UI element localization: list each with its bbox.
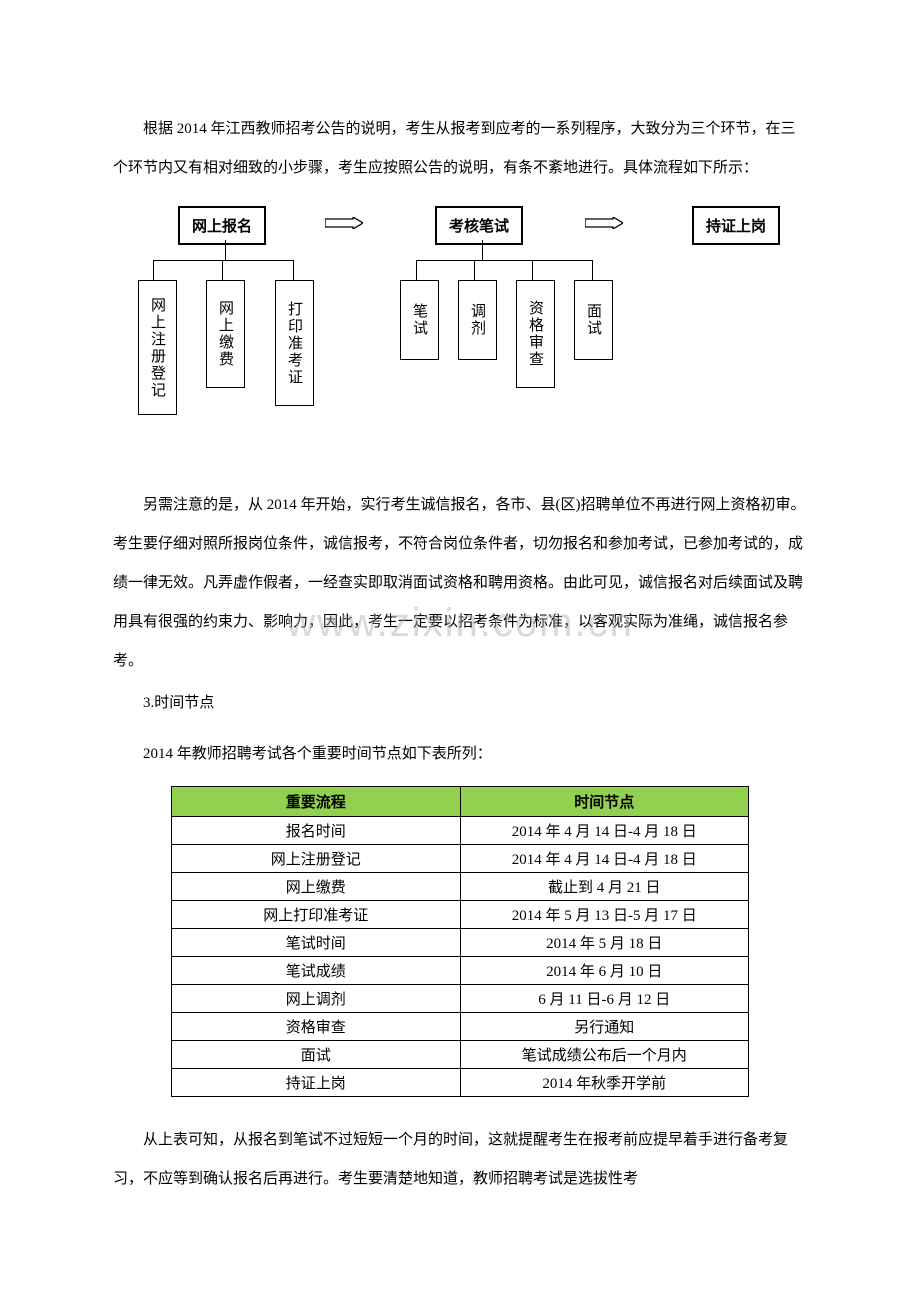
connector	[153, 260, 154, 280]
flow-sub-written: 笔试	[400, 280, 439, 360]
table-cell: 报名时间	[172, 817, 461, 845]
table-cell: 2014 年 4 月 14 日-4 月 18 日	[460, 817, 749, 845]
flow-sub-adjust: 调剂	[458, 280, 497, 360]
table-cell: 笔试成绩	[172, 957, 461, 985]
arrow-icon	[585, 217, 623, 229]
table-row: 报名时间2014 年 4 月 14 日-4 月 18 日	[172, 817, 749, 845]
table-cell: 网上打印准考证	[172, 901, 461, 929]
connector	[222, 260, 223, 280]
table-cell: 2014 年 4 月 14 日-4 月 18 日	[460, 845, 749, 873]
arrow-icon	[325, 217, 363, 229]
table-cell: 2014 年秋季开学前	[460, 1069, 749, 1097]
table-row: 持证上岗2014 年秋季开学前	[172, 1069, 749, 1097]
table-intro: 2014 年教师招聘考试各个重要时间节点如下表所列：	[113, 735, 807, 774]
connector	[225, 240, 226, 260]
table-cell: 笔试时间	[172, 929, 461, 957]
table-cell: 资格审查	[172, 1013, 461, 1041]
table-cell: 2014 年 5 月 13 日-5 月 17 日	[460, 901, 749, 929]
table-row: 笔试成绩2014 年 6 月 10 日	[172, 957, 749, 985]
connector	[416, 260, 417, 280]
table-cell: 笔试成绩公布后一个月内	[460, 1041, 749, 1069]
connector	[532, 260, 533, 280]
connector	[153, 260, 293, 261]
connector	[416, 260, 592, 261]
connector	[293, 260, 294, 280]
table-header-cell: 时间节点	[460, 787, 749, 817]
flow-sub-qualify: 资格审查	[516, 280, 555, 388]
flow-node-registration: 网上报名	[178, 206, 266, 245]
table-cell: 另行通知	[460, 1013, 749, 1041]
section-title: 3.时间节点	[113, 684, 807, 723]
intro-paragraph: 根据 2014 年江西教师招考公告的说明，考生从报考到应考的一系列程序，大致分为…	[113, 110, 807, 188]
table-cell: 面试	[172, 1041, 461, 1069]
table-row: 网上调剂6 月 11 日-6 月 12 日	[172, 985, 749, 1013]
table-row: 网上打印准考证2014 年 5 月 13 日-5 月 17 日	[172, 901, 749, 929]
schedule-table: 重要流程 时间节点 报名时间2014 年 4 月 14 日-4 月 18 日网上…	[171, 786, 749, 1097]
connector	[592, 260, 593, 280]
table-header-row: 重要流程 时间节点	[172, 787, 749, 817]
connector	[474, 260, 475, 280]
table-row: 笔试时间2014 年 5 月 18 日	[172, 929, 749, 957]
table-row: 网上注册登记2014 年 4 月 14 日-4 月 18 日	[172, 845, 749, 873]
after-table-paragraph: 从上表可知，从报名到笔试不过短短一个月的时间，这就提醒考生在报考前应提早着手进行…	[113, 1121, 807, 1199]
table-cell: 2014 年 6 月 10 日	[460, 957, 749, 985]
table-cell: 截止到 4 月 21 日	[460, 873, 749, 901]
flow-sub-print: 打印准考证	[275, 280, 314, 406]
flow-sub-interview: 面试	[574, 280, 613, 360]
connector	[482, 240, 483, 260]
table-cell: 网上注册登记	[172, 845, 461, 873]
table-cell: 网上调剂	[172, 985, 461, 1013]
table-cell: 持证上岗	[172, 1069, 461, 1097]
table-header-cell: 重要流程	[172, 787, 461, 817]
mid-paragraph: 另需注意的是，从 2014 年开始，实行考生诚信报名，各市、县(区)招聘单位不再…	[113, 486, 807, 681]
table-body: 报名时间2014 年 4 月 14 日-4 月 18 日网上注册登记2014 年…	[172, 817, 749, 1097]
table-row: 资格审查另行通知	[172, 1013, 749, 1041]
flow-node-exam: 考核笔试	[435, 206, 523, 245]
table-cell: 6 月 11 日-6 月 12 日	[460, 985, 749, 1013]
flow-node-employment: 持证上岗	[692, 206, 780, 245]
flowchart: 网上报名 考核笔试 持证上岗 网上注册登记 网上缴费 打印准考证 笔试 调剂 资…	[130, 206, 790, 446]
flow-sub-pay: 网上缴费	[206, 280, 245, 388]
table-cell: 网上缴费	[172, 873, 461, 901]
table-row: 网上缴费截止到 4 月 21 日	[172, 873, 749, 901]
flow-sub-register: 网上注册登记	[138, 280, 177, 415]
table-cell: 2014 年 5 月 18 日	[460, 929, 749, 957]
table-row: 面试笔试成绩公布后一个月内	[172, 1041, 749, 1069]
